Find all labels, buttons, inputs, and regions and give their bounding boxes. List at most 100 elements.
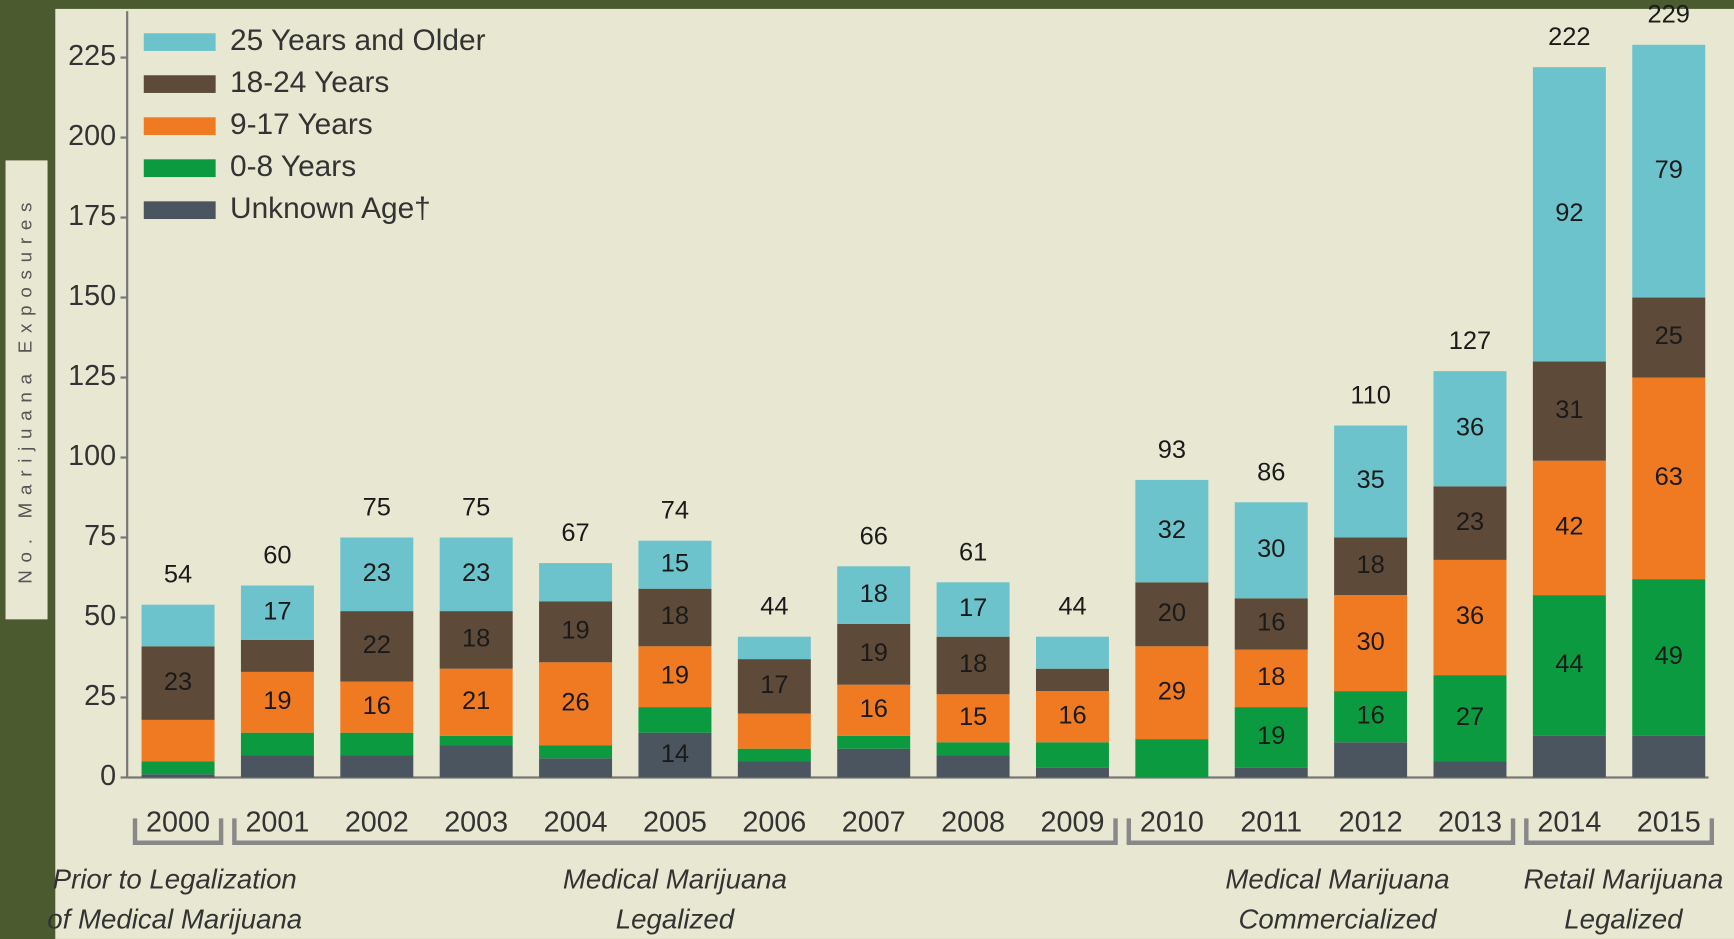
period-bracket [1524,818,1715,845]
total-label: 74 [661,497,689,525]
bar-segment [141,761,215,775]
bar-segment [638,540,712,589]
bar-segment [936,636,1010,695]
bar-segment [1532,460,1606,596]
segment-label: 27 [1456,703,1484,731]
bar-segment [340,681,414,733]
total-label: 229 [1648,1,1690,29]
segment-label: 30 [1356,628,1384,656]
bar-segment [1035,767,1109,778]
bar-segment [1234,598,1308,650]
bar-segment [638,707,712,733]
bar-segment [240,671,314,733]
legend-label: Unknown Age† [230,192,431,225]
segment-label: 18 [860,580,888,608]
segment-label: 26 [561,689,589,717]
segment-label: 16 [1058,701,1086,729]
bar-segment [340,732,414,756]
x-tick-label: 2012 [1339,807,1403,839]
segment-label: 17 [760,671,788,699]
legend-swatch [143,201,216,220]
segment-label: 21 [462,687,490,715]
total-label: 66 [860,522,888,550]
y-tick-label: 150 [68,280,116,312]
legend-swatch [143,75,216,93]
total-label: 54 [164,561,192,589]
bar-segment [1334,595,1408,692]
bar-segment [539,662,613,746]
segment-label: 30 [1257,535,1285,563]
bar-segment [1632,44,1706,298]
segment-label: 22 [363,631,391,659]
y-tick-label: 75 [84,520,116,552]
bar-segment [1433,486,1507,560]
y-tick-label: 25 [84,680,116,712]
x-tick-label: 2000 [146,807,210,839]
x-tick-label: 2001 [245,807,309,839]
bar-segment [1035,668,1109,692]
segment-label: 17 [263,597,291,625]
bar-segment [1532,595,1606,736]
segment-label: 16 [1356,701,1384,729]
y-tick-label: 100 [68,440,116,472]
bar-segment [1035,636,1109,669]
bar-segment [439,745,513,778]
segment-label: 19 [661,661,689,689]
bar-segment [936,582,1010,637]
total-label: 75 [363,493,391,521]
period-bracket [132,818,224,845]
segment-label: 19 [263,687,291,715]
legend-swatch [143,159,216,177]
y-tick-label: 175 [68,200,116,232]
period-label: of Medical Marijuana [47,904,302,935]
bar-segment [737,761,811,778]
y-label-box [5,160,48,620]
bar-segment [1334,742,1408,778]
x-tick-label: 2008 [941,807,1005,839]
bar-segment [439,735,513,746]
bar-segment [1433,371,1507,487]
total-label: 110 [1350,381,1391,409]
segment-label: 17 [959,594,987,622]
bar-segment [539,601,613,663]
total-label: 44 [1058,593,1086,621]
bar-segment [1632,735,1706,778]
bar-segment [837,684,911,736]
segment-label: 20 [1158,599,1186,627]
bar-segment [837,566,911,624]
segment-label: 16 [860,695,888,723]
bar-segment [638,732,712,778]
bar-segment [340,755,414,778]
bar-segment [439,668,513,736]
bar-segment [340,537,414,612]
segment-label: 19 [561,617,589,645]
x-tick-label: 2006 [742,807,806,839]
segment-label: 16 [363,692,391,720]
bar-segment [936,742,1010,756]
bar-segment [1433,559,1507,676]
segment-label: 31 [1555,396,1583,424]
bar-segment [539,758,613,778]
x-tick-label: 2005 [643,807,707,839]
x-tick-label: 2010 [1140,807,1204,839]
period-label: Medical Marijuana [563,864,787,895]
bar-segment [240,639,314,672]
total-label: 127 [1449,327,1491,355]
bar-segment [141,774,215,778]
legend-label: 0-8 Years [230,150,356,183]
segment-label: 92 [1555,199,1583,227]
legend-label: 18-24 Years [230,66,389,99]
bar-segment [737,636,811,660]
segment-label: 35 [1356,466,1384,494]
period-label: Medical Marijuana [1225,864,1449,895]
segment-label: 18 [1257,663,1285,691]
bar-segment [539,745,613,759]
x-tick-label: 2002 [345,807,409,839]
x-tick-label: 2011 [1240,807,1302,839]
y-tick-label: 200 [68,120,116,152]
legend-label: 9-17 Years [230,108,373,141]
bar-segment [240,585,314,640]
bar-segment [141,719,215,762]
segment-label: 15 [661,549,689,577]
